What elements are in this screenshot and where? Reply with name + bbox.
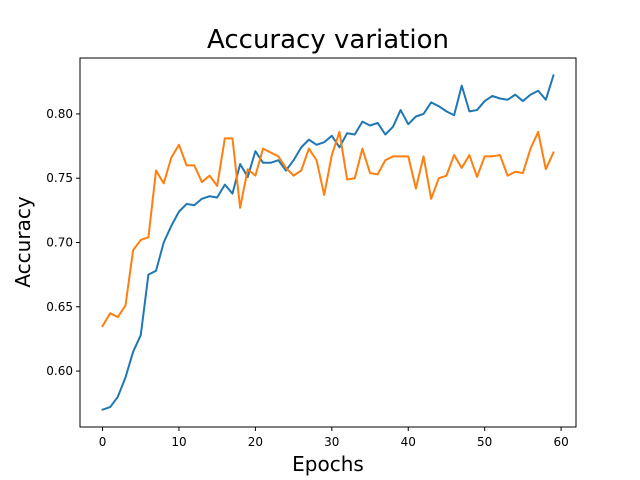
y-tick-label: 0.65 xyxy=(46,300,73,314)
y-axis-label: Accuracy xyxy=(11,196,35,287)
series-line-1 xyxy=(101,74,555,411)
x-tick-label: 40 xyxy=(401,435,416,449)
y-tick-label: 0.80 xyxy=(46,107,73,121)
y-tick-label: 0.75 xyxy=(46,171,73,185)
x-axis-label: Epochs xyxy=(292,452,364,476)
chart-title: Accuracy variation xyxy=(207,25,449,55)
y-tick-label: 0.70 xyxy=(46,236,73,250)
x-tick-label: 30 xyxy=(324,435,339,449)
x-tick-label: 0 xyxy=(99,435,107,449)
x-tick-label: 50 xyxy=(477,435,492,449)
plot-frame xyxy=(79,57,577,428)
x-tick-label: 20 xyxy=(248,435,263,449)
series-line-2 xyxy=(101,130,555,328)
x-tick-label: 60 xyxy=(553,435,568,449)
y-tick-label: 0.60 xyxy=(46,364,73,378)
x-tick-label: 10 xyxy=(171,435,186,449)
